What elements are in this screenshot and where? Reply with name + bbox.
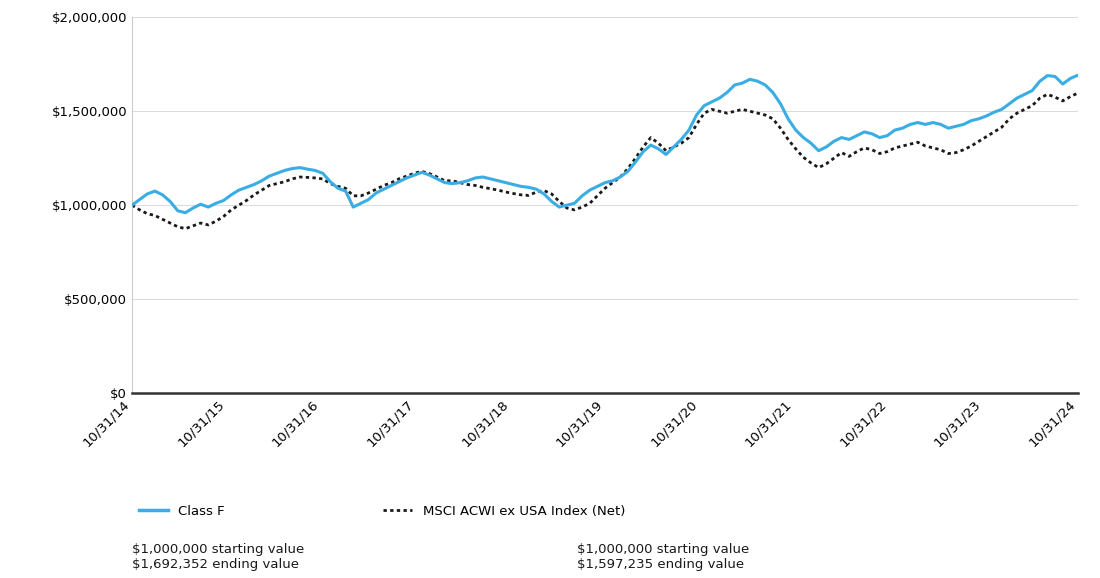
Legend: Class F, MSCI ACWI ex USA Index (Net): Class F, MSCI ACWI ex USA Index (Net) [139, 505, 625, 518]
Text: $1,000,000 starting value
$1,692,352 ending value: $1,000,000 starting value $1,692,352 end… [132, 543, 305, 571]
Text: $1,000,000 starting value
$1,597,235 ending value: $1,000,000 starting value $1,597,235 end… [576, 543, 749, 571]
